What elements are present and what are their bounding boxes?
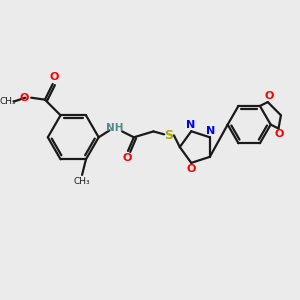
Text: O: O xyxy=(264,91,273,101)
Text: O: O xyxy=(122,153,132,163)
Text: NH: NH xyxy=(106,122,123,133)
Text: S: S xyxy=(164,129,173,142)
Text: CH₃: CH₃ xyxy=(74,177,90,186)
Text: N: N xyxy=(186,120,195,130)
Text: O: O xyxy=(187,164,196,174)
Text: CH₃: CH₃ xyxy=(0,97,16,106)
Text: O: O xyxy=(49,72,58,82)
Text: O: O xyxy=(20,93,29,103)
Text: O: O xyxy=(275,129,284,140)
Text: N: N xyxy=(206,126,215,136)
